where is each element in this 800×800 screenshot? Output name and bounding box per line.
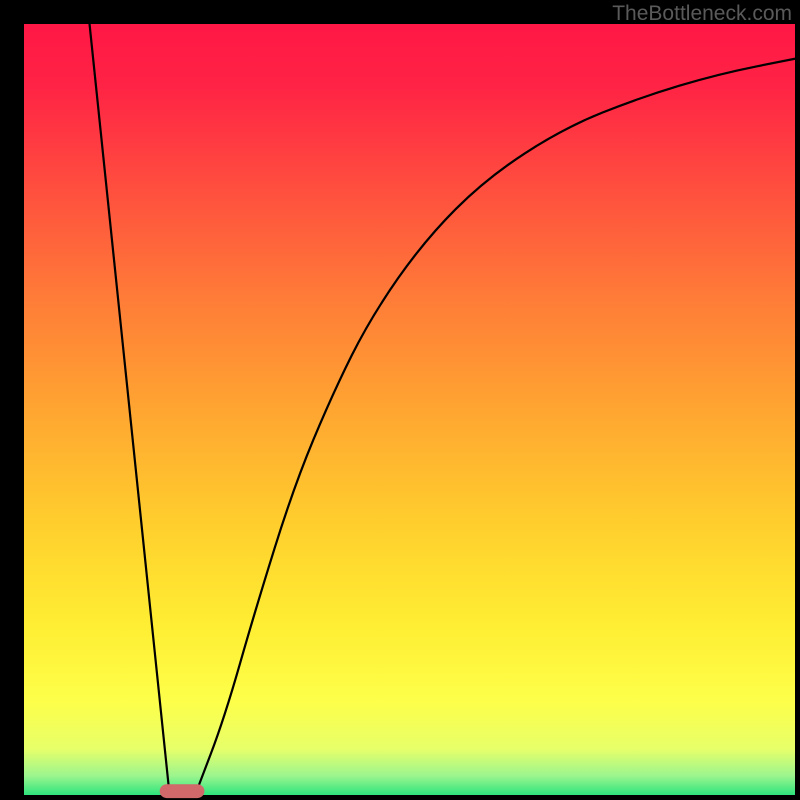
chart-container: TheBottleneck.com: [0, 0, 800, 800]
bottleneck-chart: [0, 0, 800, 800]
watermark-text: TheBottleneck.com: [612, 2, 792, 26]
optimal-marker: [160, 784, 205, 798]
gradient-background: [24, 24, 795, 795]
